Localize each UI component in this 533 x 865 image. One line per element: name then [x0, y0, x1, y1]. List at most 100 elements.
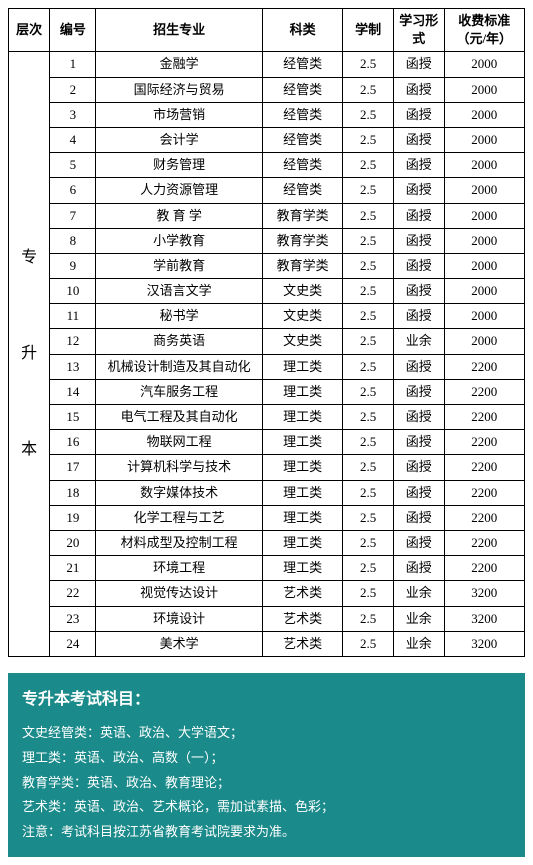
cell-fee: 2200	[444, 379, 524, 404]
cell-major: 物联网工程	[96, 430, 263, 455]
cell-category: 经管类	[262, 52, 342, 77]
cell-num: 23	[50, 606, 96, 631]
cell-fee: 2000	[444, 228, 524, 253]
cell-duration: 2.5	[343, 203, 394, 228]
cell-category: 教育学类	[262, 253, 342, 278]
cell-fee: 2200	[444, 480, 524, 505]
table-row: 16物联网工程理工类2.5函授2200	[9, 430, 525, 455]
table-row: 8小学教育教育学类2.5函授2000	[9, 228, 525, 253]
table-row: 9学前教育教育学类2.5函授2000	[9, 253, 525, 278]
cell-num: 9	[50, 253, 96, 278]
cell-duration: 2.5	[343, 505, 394, 530]
cell-major: 市场营销	[96, 102, 263, 127]
cell-fee: 2000	[444, 304, 524, 329]
cell-major: 会计学	[96, 127, 263, 152]
header-mode: 学习形式	[393, 9, 444, 52]
table-row: 13机械设计制造及其自动化理工类2.5函授2200	[9, 354, 525, 379]
cell-fee: 2200	[444, 405, 524, 430]
cell-major: 机械设计制造及其自动化	[96, 354, 263, 379]
cell-duration: 2.5	[343, 153, 394, 178]
cell-major: 商务英语	[96, 329, 263, 354]
cell-category: 教育学类	[262, 203, 342, 228]
cell-category: 经管类	[262, 102, 342, 127]
cell-mode: 函授	[393, 556, 444, 581]
cell-mode: 函授	[393, 480, 444, 505]
cell-num: 13	[50, 354, 96, 379]
cell-num: 20	[50, 530, 96, 555]
cell-fee: 2200	[444, 354, 524, 379]
cell-duration: 2.5	[343, 455, 394, 480]
cell-category: 艺术类	[262, 631, 342, 656]
header-duration: 学制	[343, 9, 394, 52]
cell-mode: 业余	[393, 631, 444, 656]
table-row: 7教 育 学教育学类2.5函授2000	[9, 203, 525, 228]
cell-num: 11	[50, 304, 96, 329]
cell-duration: 2.5	[343, 606, 394, 631]
cell-duration: 2.5	[343, 581, 394, 606]
cell-major: 汽车服务工程	[96, 379, 263, 404]
cell-major: 人力资源管理	[96, 178, 263, 203]
cell-category: 理工类	[262, 556, 342, 581]
cell-major: 化学工程与工艺	[96, 505, 263, 530]
cell-mode: 业余	[393, 606, 444, 631]
cell-mode: 函授	[393, 279, 444, 304]
header-major: 招生专业	[96, 9, 263, 52]
table-row: 14汽车服务工程理工类2.5函授2200	[9, 379, 525, 404]
cell-num: 8	[50, 228, 96, 253]
cell-fee: 2000	[444, 279, 524, 304]
cell-fee: 2200	[444, 455, 524, 480]
cell-fee: 2000	[444, 153, 524, 178]
cell-duration: 2.5	[343, 77, 394, 102]
header-fee: 收费标准（元/年）	[444, 9, 524, 52]
cell-fee: 2000	[444, 203, 524, 228]
cell-duration: 2.5	[343, 127, 394, 152]
cell-duration: 2.5	[343, 379, 394, 404]
exam-subjects-box: 专升本考试科目： 文史经管类：英语、政治、大学语文；理工类：英语、政治、高数（一…	[8, 673, 525, 857]
cell-fee: 2000	[444, 127, 524, 152]
cell-major: 秘书学	[96, 304, 263, 329]
cell-num: 3	[50, 102, 96, 127]
cell-duration: 2.5	[343, 102, 394, 127]
cell-category: 理工类	[262, 530, 342, 555]
cell-mode: 函授	[393, 153, 444, 178]
cell-duration: 2.5	[343, 480, 394, 505]
header-num: 编号	[50, 9, 96, 52]
cell-category: 文史类	[262, 329, 342, 354]
table-header-row: 层次 编号 招生专业 科类 学制 学习形式 收费标准（元/年）	[9, 9, 525, 52]
table-row: 11秘书学文史类2.5函授2000	[9, 304, 525, 329]
cell-fee: 3200	[444, 606, 524, 631]
cell-major: 计算机科学与技术	[96, 455, 263, 480]
table-row: 10汉语言文学文史类2.5函授2000	[9, 279, 525, 304]
table-row: 15电气工程及其自动化理工类2.5函授2200	[9, 405, 525, 430]
cell-duration: 2.5	[343, 304, 394, 329]
cell-mode: 函授	[393, 379, 444, 404]
cell-fee: 2000	[444, 52, 524, 77]
cell-mode: 函授	[393, 77, 444, 102]
cell-category: 理工类	[262, 505, 342, 530]
table-row: 20材料成型及控制工程理工类2.5函授2200	[9, 530, 525, 555]
header-category: 科类	[262, 9, 342, 52]
cell-num: 19	[50, 505, 96, 530]
cell-major: 材料成型及控制工程	[96, 530, 263, 555]
cell-num: 1	[50, 52, 96, 77]
cell-fee: 3200	[444, 631, 524, 656]
cell-mode: 业余	[393, 581, 444, 606]
cell-num: 12	[50, 329, 96, 354]
cell-major: 美术学	[96, 631, 263, 656]
exam-subject-line: 文史经管类：英语、政治、大学语文；	[22, 721, 511, 746]
cell-fee: 3200	[444, 581, 524, 606]
cell-category: 理工类	[262, 480, 342, 505]
cell-mode: 函授	[393, 253, 444, 278]
cell-mode: 业余	[393, 329, 444, 354]
cell-mode: 函授	[393, 455, 444, 480]
cell-category: 经管类	[262, 127, 342, 152]
cell-num: 10	[50, 279, 96, 304]
cell-category: 理工类	[262, 379, 342, 404]
cell-duration: 2.5	[343, 354, 394, 379]
cell-num: 14	[50, 379, 96, 404]
cell-mode: 函授	[393, 354, 444, 379]
cell-duration: 2.5	[343, 329, 394, 354]
cell-mode: 函授	[393, 52, 444, 77]
cell-mode: 函授	[393, 178, 444, 203]
cell-mode: 函授	[393, 505, 444, 530]
